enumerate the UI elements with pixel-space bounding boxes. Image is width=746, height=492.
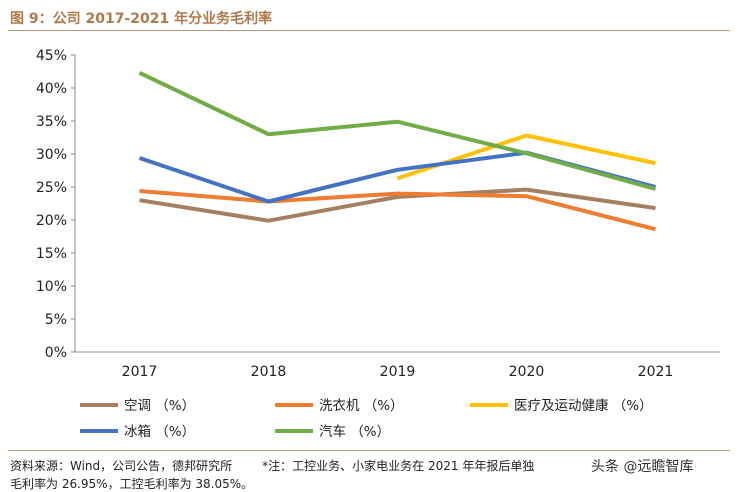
- title-rule: [8, 30, 730, 31]
- watermark-text: 头条 @远瞻智库: [588, 456, 697, 476]
- legend-label: 洗衣机 （%）: [319, 398, 404, 414]
- line-chart: 0% 5% 10% 15% 20% 25% 30% 35% 40% 45% 2017 2018 2019…: [36, 48, 720, 440]
- legend-label: 汽车 （%）: [319, 423, 390, 440]
- chart-axes: 0% 5% 10% 15% 20% 25% 30% 35% 40% 45% 2017 2018 2019…: [36, 48, 720, 380]
- x-tick-label: 2017: [122, 364, 158, 380]
- source-rule: [8, 450, 730, 451]
- y-tick-label: 25%: [36, 180, 67, 196]
- source-text: 资料来源：Wind，公司公告，德邦研究所: [10, 459, 233, 473]
- y-tick-label: 30%: [36, 147, 67, 163]
- series-line-1: [139, 187, 656, 223]
- y-tick-label: 5%: [45, 312, 67, 328]
- y-tick-label: 40%: [36, 81, 67, 97]
- source-line-2: 毛利率为 26.95%，工控毛利率为 38.05%。: [10, 477, 254, 491]
- x-tick-label: 2021: [638, 364, 674, 380]
- note-text: *注：工控业务、小家电业务在 2021 年年报后单独: [262, 459, 535, 473]
- x-tick-label: 2019: [380, 364, 416, 380]
- series-line-5: [138, 70, 657, 191]
- y-tick-label: 35%: [36, 114, 67, 130]
- y-tick-label: 20%: [36, 213, 67, 229]
- chart-legend: 空调 （%） 洗衣机 （%） 医疗及运动健康 （%） 冰箱 （%） 汽车 （%）: [80, 397, 653, 440]
- source-line-1: 资料来源：Wind，公司公告，德邦研究所 *注：工控业务、小家电业务在 2021 …: [10, 457, 534, 474]
- y-tick-label: 45%: [36, 48, 67, 64]
- x-tick-label: 2020: [509, 364, 545, 380]
- series-line-2: [139, 189, 656, 232]
- chart-series: [138, 70, 657, 232]
- legend-label: 医疗及运动健康 （%）: [514, 397, 653, 414]
- y-tick-label: 0%: [45, 345, 67, 361]
- figure-title: 图 9：公司 2017-2021 年分业务毛利率: [10, 11, 273, 27]
- legend-label: 空调 （%）: [124, 398, 195, 414]
- series-line-3: [396, 133, 656, 181]
- x-tick-label: 2018: [251, 364, 287, 380]
- legend-label: 冰箱 （%）: [124, 424, 195, 440]
- y-tick-label: 10%: [36, 279, 67, 295]
- y-tick-label: 15%: [36, 246, 67, 262]
